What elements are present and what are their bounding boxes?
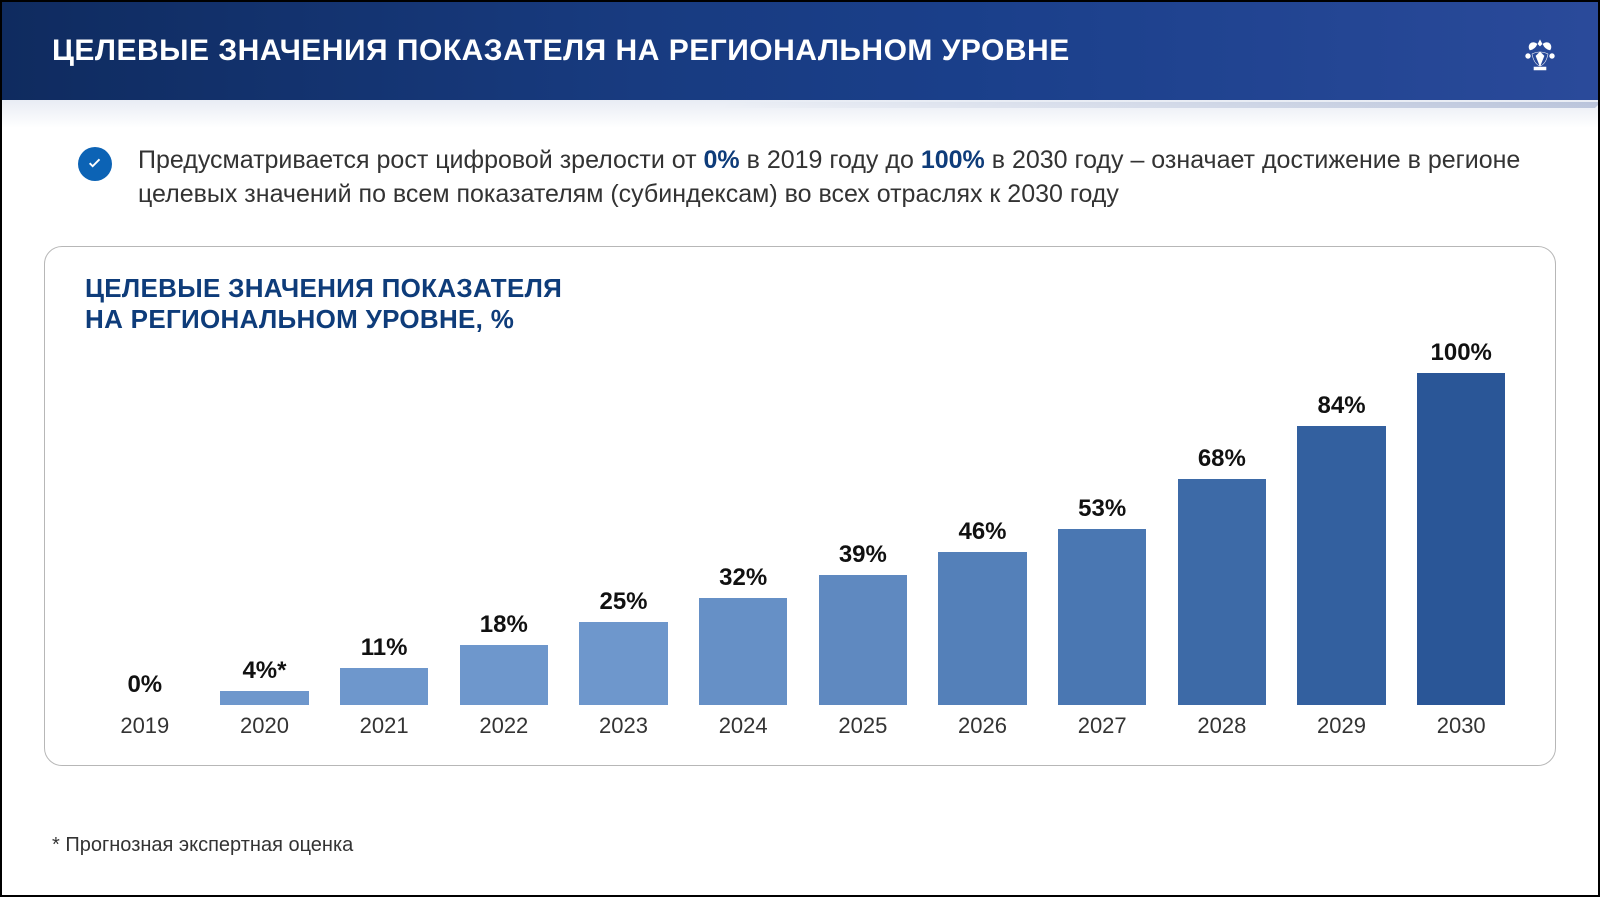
bar-rect	[1178, 479, 1267, 705]
bar-col: 53%	[1042, 495, 1162, 705]
intro-text: Предусматривается рост цифровой зрелости…	[138, 144, 1542, 212]
bar-value-label: 46%	[958, 518, 1006, 546]
intro-em2: 100%	[921, 146, 985, 174]
bar-col: 46%	[923, 518, 1043, 705]
bar-value-label: 39%	[839, 541, 887, 569]
bar-value-label: 11%	[361, 634, 408, 662]
x-axis-label: 2024	[683, 713, 803, 739]
x-axis-label: 2023	[564, 713, 684, 739]
bar-value-label: 18%	[480, 611, 528, 639]
bar-col: 18%	[444, 611, 564, 705]
bar-col: 25%	[564, 588, 684, 705]
bar-col: 39%	[803, 541, 923, 704]
bar-rect	[938, 552, 1027, 705]
bar-value-label: 32%	[719, 564, 767, 592]
x-axis-label: 2029	[1282, 713, 1402, 739]
emblem-icon	[1520, 34, 1560, 74]
x-axis-label: 2022	[444, 713, 564, 739]
bar-value-label: 84%	[1318, 392, 1366, 420]
slide: ЦЕЛЕВЫЕ ЗНАЧЕНИЯ ПОКАЗАТЕЛЯ НА РЕГИОНАЛЬ…	[0, 0, 1600, 897]
bar-rect	[340, 668, 429, 705]
bar-value-label: 68%	[1198, 445, 1246, 473]
bar-col: 4%*	[205, 657, 325, 704]
bar-col: 84%	[1282, 392, 1402, 705]
bars-container: 0% 4%* 11% 18% 25% 32% 39% 46% 53% 68% 84% 100%	[85, 335, 1521, 705]
bar-col: 11%	[324, 634, 444, 705]
bar-rect	[1417, 373, 1506, 705]
intro-row: Предусматривается рост цифровой зрелости…	[2, 128, 1598, 212]
intro-pre: Предусматривается рост цифровой зрелости…	[138, 146, 704, 174]
x-axis-label: 2021	[324, 713, 444, 739]
bar-rect	[819, 575, 908, 704]
bar-rect	[699, 598, 788, 704]
x-axis: 2019202020212022202320242025202620272028…	[85, 705, 1521, 747]
bar-value-label: 53%	[1078, 495, 1126, 523]
x-axis-label: 2020	[205, 713, 325, 739]
bar-value-label: 100%	[1431, 339, 1492, 367]
footnote: * Прогнозная экспертная оценка	[52, 834, 353, 857]
header-bar: ЦЕЛЕВЫЕ ЗНАЧЕНИЯ ПОКАЗАТЕЛЯ НА РЕГИОНАЛЬ…	[2, 2, 1598, 100]
x-axis-label: 2027	[1042, 713, 1162, 739]
bar-rect	[1058, 529, 1147, 705]
x-axis-label: 2026	[923, 713, 1043, 739]
bar-value-label: 25%	[599, 588, 647, 616]
bar-rect	[460, 645, 549, 705]
x-axis-label: 2025	[803, 713, 923, 739]
header-divider	[2, 100, 1598, 128]
bar-rect	[220, 691, 309, 704]
bar-rect	[579, 622, 668, 705]
bar-value-label: 4%*	[242, 657, 286, 685]
bar-rect	[1297, 426, 1386, 705]
bar-col: 68%	[1162, 445, 1282, 705]
intro-em1: 0%	[704, 146, 740, 174]
intro-mid1: в 2019 году до	[740, 146, 921, 174]
x-axis-label: 2019	[85, 713, 205, 739]
x-axis-label: 2028	[1162, 713, 1282, 739]
x-axis-label: 2030	[1401, 713, 1521, 739]
bar-col: 0%	[85, 671, 205, 705]
bar-col: 100%	[1401, 339, 1521, 705]
page-title: ЦЕЛЕВЫЕ ЗНАЧЕНИЯ ПОКАЗАТЕЛЯ НА РЕГИОНАЛЬ…	[52, 34, 1070, 68]
check-icon	[78, 147, 112, 181]
chart-card: ЦЕЛЕВЫЕ ЗНАЧЕНИЯ ПОКАЗАТЕЛЯ НА РЕГИОНАЛЬ…	[44, 246, 1556, 766]
chart-area: 0% 4%* 11% 18% 25% 32% 39% 46% 53% 68% 84% 100% 201…	[85, 295, 1521, 747]
bar-value-label: 0%	[127, 671, 162, 699]
bar-col: 32%	[683, 564, 803, 704]
